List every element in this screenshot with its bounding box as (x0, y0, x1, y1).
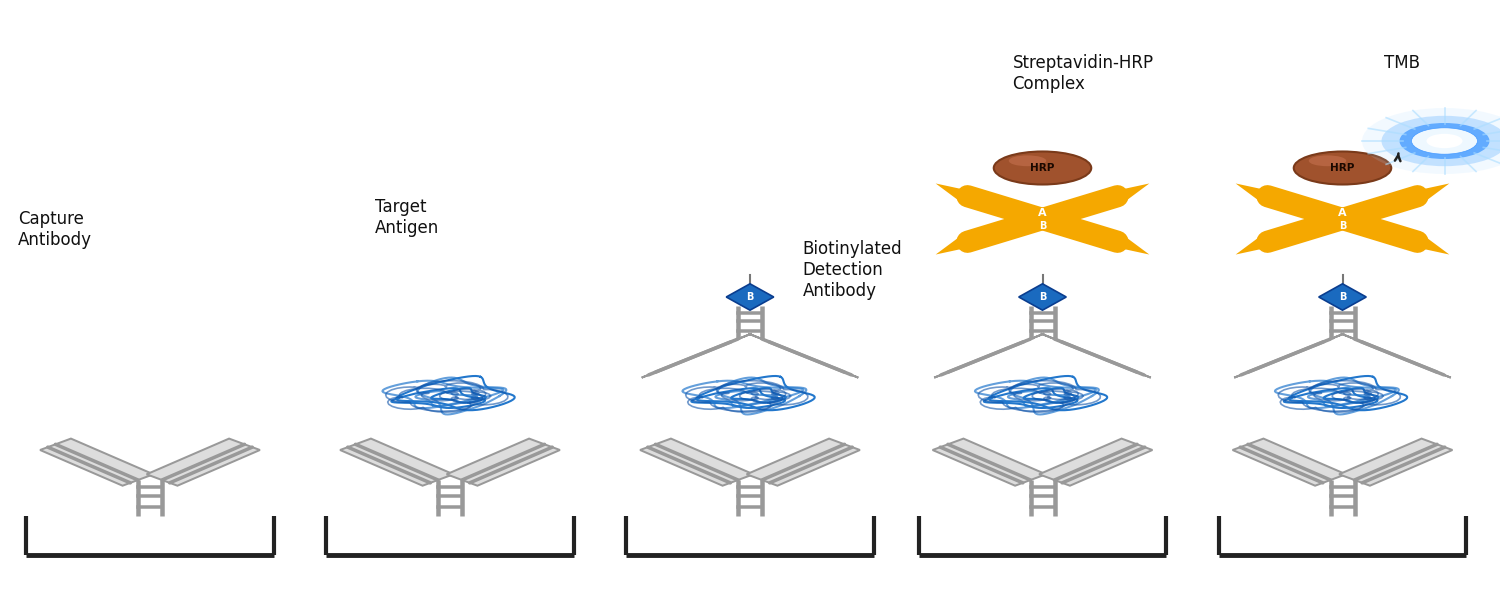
Text: Streptavidin-HRP
Complex: Streptavidin-HRP Complex (1013, 54, 1154, 93)
Polygon shape (1040, 439, 1152, 486)
Polygon shape (640, 439, 753, 486)
Polygon shape (1236, 184, 1276, 200)
Text: HRP: HRP (1030, 163, 1054, 173)
Circle shape (1426, 134, 1462, 148)
Polygon shape (1318, 284, 1366, 310)
Circle shape (1418, 130, 1472, 152)
Text: B: B (1340, 221, 1346, 231)
Text: A: A (1038, 208, 1047, 218)
Text: Target
Antigen: Target Antigen (375, 198, 440, 237)
Polygon shape (1341, 334, 1450, 377)
Polygon shape (642, 334, 752, 377)
Polygon shape (1233, 439, 1346, 486)
Polygon shape (934, 334, 1044, 377)
Polygon shape (147, 439, 260, 486)
Text: B: B (1340, 292, 1346, 302)
Polygon shape (340, 439, 453, 486)
Polygon shape (40, 439, 153, 486)
Polygon shape (1408, 238, 1449, 254)
Polygon shape (936, 238, 976, 254)
Ellipse shape (1293, 151, 1392, 185)
Polygon shape (1340, 439, 1452, 486)
Polygon shape (1234, 334, 1344, 377)
Polygon shape (726, 284, 774, 310)
Polygon shape (933, 439, 1046, 486)
Circle shape (1382, 116, 1500, 166)
Text: HRP: HRP (1330, 163, 1354, 173)
Text: A: A (1338, 208, 1347, 218)
Polygon shape (1108, 238, 1149, 254)
Ellipse shape (1008, 155, 1047, 166)
Polygon shape (936, 184, 976, 200)
Polygon shape (1408, 184, 1449, 200)
Polygon shape (1041, 334, 1150, 377)
Circle shape (1362, 108, 1500, 174)
Text: TMB: TMB (1384, 54, 1420, 72)
Text: Biotinylated
Detection
Antibody: Biotinylated Detection Antibody (802, 240, 901, 299)
Polygon shape (1316, 208, 1370, 230)
Polygon shape (447, 439, 560, 486)
Text: Capture
Antibody: Capture Antibody (18, 210, 92, 249)
Circle shape (1412, 128, 1478, 154)
Circle shape (1400, 123, 1490, 159)
Polygon shape (1108, 184, 1149, 200)
Polygon shape (1019, 284, 1066, 310)
Text: B: B (747, 292, 753, 302)
Ellipse shape (1308, 155, 1347, 166)
Polygon shape (747, 439, 859, 486)
Polygon shape (748, 334, 858, 377)
Polygon shape (1016, 208, 1070, 230)
Text: B: B (1040, 292, 1046, 302)
Polygon shape (1236, 238, 1276, 254)
Text: B: B (1040, 221, 1046, 231)
Ellipse shape (993, 151, 1090, 185)
